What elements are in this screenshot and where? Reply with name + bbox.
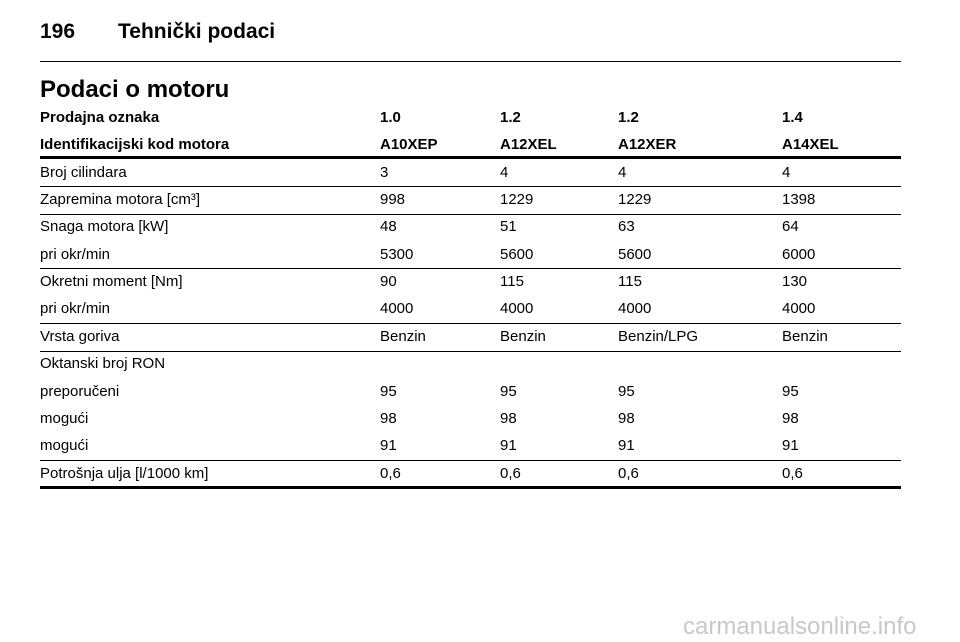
header-label: Identifikacijski kod motora xyxy=(40,136,230,153)
cell: 115 xyxy=(618,273,642,291)
row-label: Broj cilindara xyxy=(40,163,127,181)
cell: 90 xyxy=(380,273,397,291)
cell: 1398 xyxy=(782,191,816,209)
watermark: carmanualsonline.info xyxy=(683,613,917,640)
cell: 4000 xyxy=(618,300,652,318)
cell: Benzin xyxy=(500,327,546,345)
header-rule xyxy=(40,61,901,62)
cell: 98 xyxy=(618,409,635,427)
row-label: Zapremina motora [cm³] xyxy=(40,191,201,209)
row-rule xyxy=(40,459,901,461)
row-label: mogući xyxy=(40,409,89,427)
header-cell: A12XER xyxy=(618,136,677,153)
cell: 0,6 xyxy=(500,464,521,482)
cell: 130 xyxy=(782,273,808,291)
cell: Benzin xyxy=(380,327,426,345)
row-rule xyxy=(40,268,901,270)
cell: 95 xyxy=(618,382,635,400)
cell: 91 xyxy=(500,437,517,455)
cell: 5600 xyxy=(500,245,534,263)
page-title: Tehnički podaci xyxy=(118,20,276,43)
row-label: Snaga motora [kW] xyxy=(40,218,169,236)
section-title: Podaci o motoru xyxy=(40,76,230,103)
cell: 4 xyxy=(782,163,791,181)
header-cell: A12XEL xyxy=(500,136,557,153)
cell: 3 xyxy=(380,163,389,181)
header-cell: 1.2 xyxy=(500,109,521,126)
row-rule xyxy=(40,350,901,352)
thick-rule xyxy=(40,486,901,490)
cell: 63 xyxy=(618,218,635,236)
header-cell: 1.2 xyxy=(618,109,639,126)
row-label: Okretni moment [Nm] xyxy=(40,273,183,291)
row-label: mogući xyxy=(40,437,89,455)
header-cell: 1.0 xyxy=(380,109,401,126)
cell: 4 xyxy=(618,163,627,181)
row-label: Oktanski broj RON xyxy=(40,355,166,373)
cell: 115 xyxy=(500,273,524,291)
cell: 5300 xyxy=(380,245,414,263)
header-cell: A14XEL xyxy=(782,136,839,153)
row-rule xyxy=(40,323,901,325)
thick-rule xyxy=(40,156,901,159)
row-rule xyxy=(40,213,901,215)
cell: 4000 xyxy=(380,300,414,318)
cell: 0,6 xyxy=(380,464,401,482)
cell: 91 xyxy=(380,437,397,455)
row-label: Potrošnja ulja [l/1000 km] xyxy=(40,464,209,482)
row-label: Vrsta goriva xyxy=(40,327,120,345)
row-label: pri okr/min xyxy=(40,300,111,318)
cell: 51 xyxy=(500,218,517,236)
cell: 95 xyxy=(500,382,517,400)
cell: 48 xyxy=(380,218,397,236)
header-label: Prodajna oznaka xyxy=(40,109,160,126)
cell: 64 xyxy=(782,218,799,236)
row-label: preporučeni xyxy=(40,382,120,400)
cell: 91 xyxy=(782,437,799,455)
cell: 6000 xyxy=(782,245,816,263)
cell: 4 xyxy=(500,163,509,181)
cell: 95 xyxy=(782,382,799,400)
cell: 4000 xyxy=(782,300,816,318)
cell: Benzin xyxy=(782,327,828,345)
cell: 5600 xyxy=(618,245,652,263)
header-cell: A10XEP xyxy=(380,136,438,153)
cell: Benzin/LPG xyxy=(618,327,699,345)
cell: 1229 xyxy=(500,191,534,209)
cell: 98 xyxy=(782,409,799,427)
cell: 1229 xyxy=(618,191,652,209)
cell: 91 xyxy=(618,437,635,455)
cell: 98 xyxy=(380,409,397,427)
cell: 4000 xyxy=(500,300,534,318)
cell: 95 xyxy=(380,382,397,400)
page-number: 196 xyxy=(40,20,76,43)
cell: 0,6 xyxy=(782,464,803,482)
cell: 998 xyxy=(380,191,406,209)
cell: 98 xyxy=(500,409,517,427)
cell: 0,6 xyxy=(618,464,639,482)
row-label: pri okr/min xyxy=(40,245,111,263)
row-rule xyxy=(40,186,901,188)
header-cell: 1.4 xyxy=(782,109,803,126)
